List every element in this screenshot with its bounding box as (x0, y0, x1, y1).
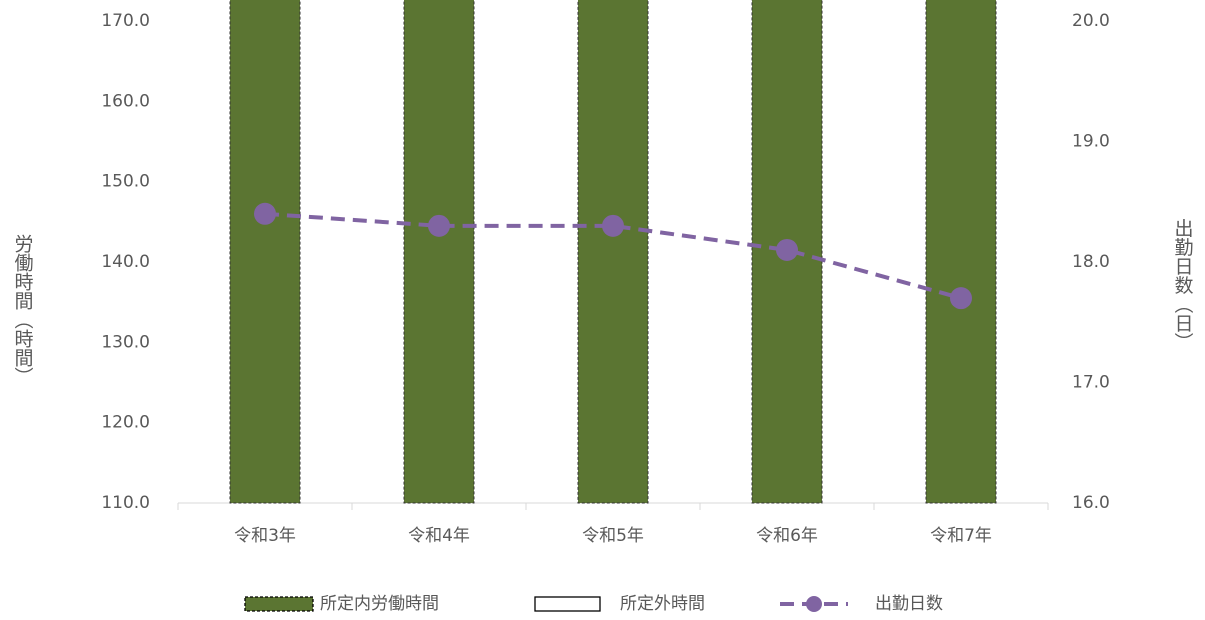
bar (925, 0, 997, 504)
x-tick-label: 令和6年 (756, 526, 818, 546)
y2-tick-label: 20.0 (1072, 11, 1110, 31)
y-tick-label: 110.0 (101, 493, 150, 513)
legend-swatch (244, 596, 314, 612)
y-tick-label: 140.0 (101, 252, 150, 272)
y-tick-label: 160.0 (101, 91, 150, 111)
legend-label: 所定内労働時間 (320, 594, 439, 614)
y2-tick-label: 19.0 (1072, 132, 1110, 152)
legend-swatch (534, 596, 601, 612)
line-point (776, 238, 798, 261)
legend-swatch (806, 596, 822, 612)
y-tick-label: 150.0 (101, 172, 150, 192)
bar (229, 0, 301, 504)
x-tick-label: 令和4年 (408, 526, 470, 546)
y-axis-title: 労働時間（時間） (12, 234, 34, 386)
line (264, 211, 962, 301)
x-tick-label: 令和3年 (234, 526, 296, 546)
line-point (950, 287, 972, 310)
bar (403, 0, 475, 504)
line-point (602, 214, 624, 237)
y2-tick-label: 18.0 (1072, 252, 1110, 272)
y2-tick-label: 16.0 (1072, 493, 1110, 513)
y2-axis-title: 出勤日数（日） (1172, 218, 1194, 351)
x-tick-label: 令和5年 (582, 526, 644, 546)
x-tick-label: 令和7年 (930, 526, 992, 546)
y-tick-label: 130.0 (101, 332, 150, 352)
bar (577, 0, 649, 504)
legend-label: 出勤日数 (875, 594, 943, 614)
y2-tick-label: 17.0 (1072, 373, 1110, 393)
legend-label: 所定外時間 (620, 594, 705, 614)
line-point (428, 214, 450, 237)
y-tick-label: 120.0 (101, 413, 150, 433)
line-point (254, 202, 276, 225)
y-tick-label: 170.0 (101, 11, 150, 31)
